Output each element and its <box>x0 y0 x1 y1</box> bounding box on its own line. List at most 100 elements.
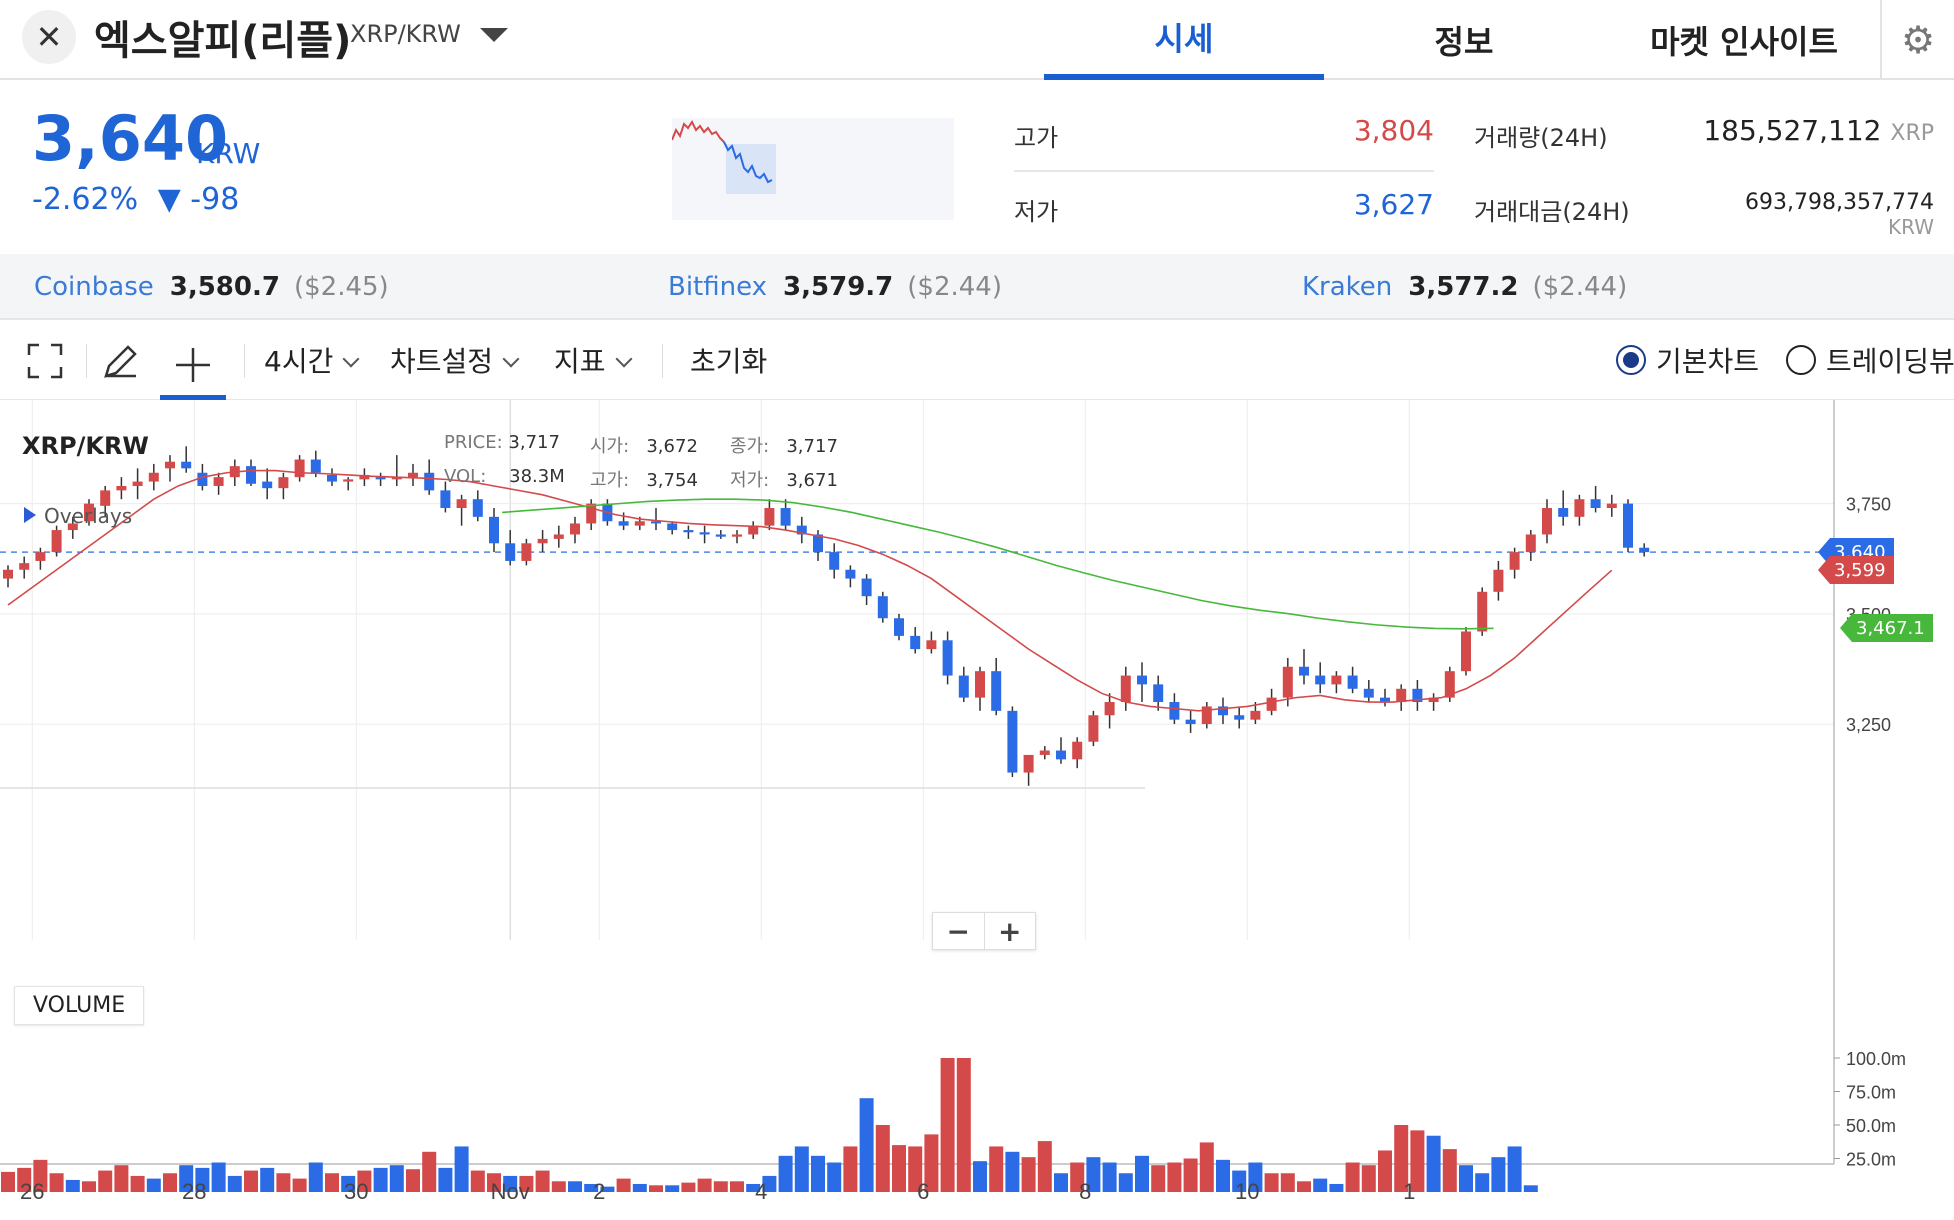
ohlc-value: 3,671 <box>786 470 838 491</box>
candle-body <box>262 481 273 489</box>
candle-body <box>1428 697 1439 703</box>
volume-bar <box>438 1167 453 1192</box>
candle-body <box>1331 675 1342 685</box>
reset-button[interactable]: 초기화 <box>690 345 768 378</box>
zoom-controls: − + <box>932 912 1036 950</box>
volume-bar <box>811 1155 825 1192</box>
caret-down-icon[interactable] <box>480 28 508 42</box>
volume-bar <box>1523 1185 1538 1192</box>
crosshair-button[interactable] <box>160 334 226 400</box>
volume-bar <box>1005 1151 1020 1192</box>
volume-bar <box>130 1175 145 1192</box>
candle-body <box>748 525 759 535</box>
ohlc-value: 38.3M <box>509 466 565 487</box>
radio-basic-chart[interactable]: 기본차트 <box>1616 340 1759 380</box>
overlays-toggle[interactable]: Overlays <box>24 504 132 528</box>
volume-bar <box>454 1146 469 1192</box>
candle-body <box>100 490 111 506</box>
candle-body <box>197 472 208 486</box>
volume-bar <box>1426 1135 1441 1192</box>
volume-bar <box>665 1185 680 1192</box>
candle-body <box>1509 552 1520 570</box>
volume-bar <box>1459 1165 1473 1192</box>
volume-bar <box>1410 1130 1425 1192</box>
candle-body <box>1558 508 1569 517</box>
zoom-in-button[interactable]: + <box>998 914 1022 948</box>
volume-bar <box>584 1183 599 1192</box>
volume-bar <box>373 1167 388 1192</box>
tab-price[interactable]: 시세 <box>1044 0 1324 80</box>
toolbar-divider <box>86 344 87 378</box>
chart-settings-dropdown[interactable]: 차트설정 <box>390 340 520 380</box>
candle-body <box>472 499 483 517</box>
volume-bar <box>730 1181 744 1192</box>
chevron-down-icon <box>502 350 520 368</box>
ohlc-volume: VOL: 38.3M <box>444 466 565 487</box>
volume-bar <box>470 1170 485 1192</box>
settings-button[interactable]: ⚙ <box>1880 0 1954 80</box>
exchange-kraken[interactable]: Kraken 3,577.2 ($2.44) <box>1302 272 1627 302</box>
volume-bar <box>1070 1162 1085 1192</box>
exchange-coinbase[interactable]: Coinbase 3,580.7 ($2.45) <box>34 272 389 302</box>
exchange-name: Kraken <box>1302 272 1393 302</box>
candle-body <box>1023 754 1034 773</box>
radio-unselected-icon <box>1786 345 1816 375</box>
candle-body <box>1185 719 1196 725</box>
candle-body <box>132 481 143 486</box>
pair-selector[interactable]: XRP/KRW <box>350 20 461 48</box>
close-button[interactable]: ✕ <box>22 10 76 64</box>
volume-bar <box>1054 1173 1068 1192</box>
chart-settings-label: 차트설정 <box>390 345 494 378</box>
indicators-dropdown[interactable]: 지표 <box>554 340 633 380</box>
exchange-bitfinex[interactable]: Bitfinex 3,579.7 ($2.44) <box>668 272 1002 302</box>
volume-bar <box>357 1170 372 1192</box>
interval-dropdown[interactable]: 4시간 <box>264 340 360 380</box>
volume-tick-label: 75.0m <box>1846 1083 1896 1103</box>
tab-market-insight[interactable]: 마켓 인사이트 <box>1650 23 1838 61</box>
volume-bar <box>551 1181 566 1192</box>
current-price: 3,640 <box>32 102 229 175</box>
volume-bar <box>33 1159 48 1192</box>
price-summary: 3,640 KRW -2.62% ▼ -98 고가 3,804 저가 3,627… <box>0 82 1954 254</box>
candle-body <box>1169 702 1180 720</box>
radio-trading-view[interactable]: 트레이딩뷰 <box>1786 340 1954 380</box>
candle-body <box>1104 702 1115 716</box>
volume-bar <box>260 1167 275 1192</box>
candle-body <box>1201 706 1212 725</box>
change-percent: -2.62% <box>32 182 139 217</box>
price-unit: KRW <box>196 137 261 170</box>
zoom-out-button[interactable]: − <box>933 913 985 949</box>
candle-body <box>1396 688 1407 703</box>
volume-bar <box>211 1162 226 1192</box>
change-absolute: ▼ -98 <box>157 182 240 217</box>
ma-short-tag: 3,599 <box>1818 556 1894 585</box>
candle-body <box>1137 675 1147 685</box>
candle-body <box>343 479 354 482</box>
candle-body <box>1461 631 1471 672</box>
volume-bar <box>875 1125 890 1192</box>
volume-bar <box>956 1058 971 1192</box>
volume-bar <box>1248 1162 1263 1192</box>
amount-label: 거래대금(24H) <box>1474 198 1630 226</box>
exchange-price: 3,579.7 <box>783 272 894 302</box>
candle-body <box>51 530 62 553</box>
mini-sparkline <box>672 118 954 220</box>
volume-tick-label: 50.0m <box>1846 1116 1896 1136</box>
candle-body <box>829 552 840 570</box>
candle-body <box>958 675 969 698</box>
price-change: -2.62% ▼ -98 <box>32 182 239 217</box>
amount-value: 693,798,357,774 KRW <box>1700 190 1934 240</box>
candle-body <box>1493 569 1504 592</box>
volume-bar <box>1037 1141 1052 1192</box>
tab-info[interactable]: 정보 <box>1434 23 1494 61</box>
price-chart[interactable]: 3,7503,5003,250100.0m75.0m50.0m25.0m2628… <box>0 400 1954 1220</box>
draw-button[interactable] <box>94 334 148 388</box>
volume-bar <box>1442 1149 1457 1192</box>
candle-body <box>84 503 94 522</box>
candlestick-chart[interactable]: 3,7503,5003,250100.0m75.0m50.0m25.0m2628… <box>0 400 1954 1220</box>
ohlc-open: 시가: 3,672 <box>590 432 698 458</box>
fullscreen-button[interactable] <box>18 334 72 388</box>
candle-body <box>618 521 629 526</box>
candle-body <box>1266 697 1277 711</box>
volume-bar <box>406 1169 420 1192</box>
